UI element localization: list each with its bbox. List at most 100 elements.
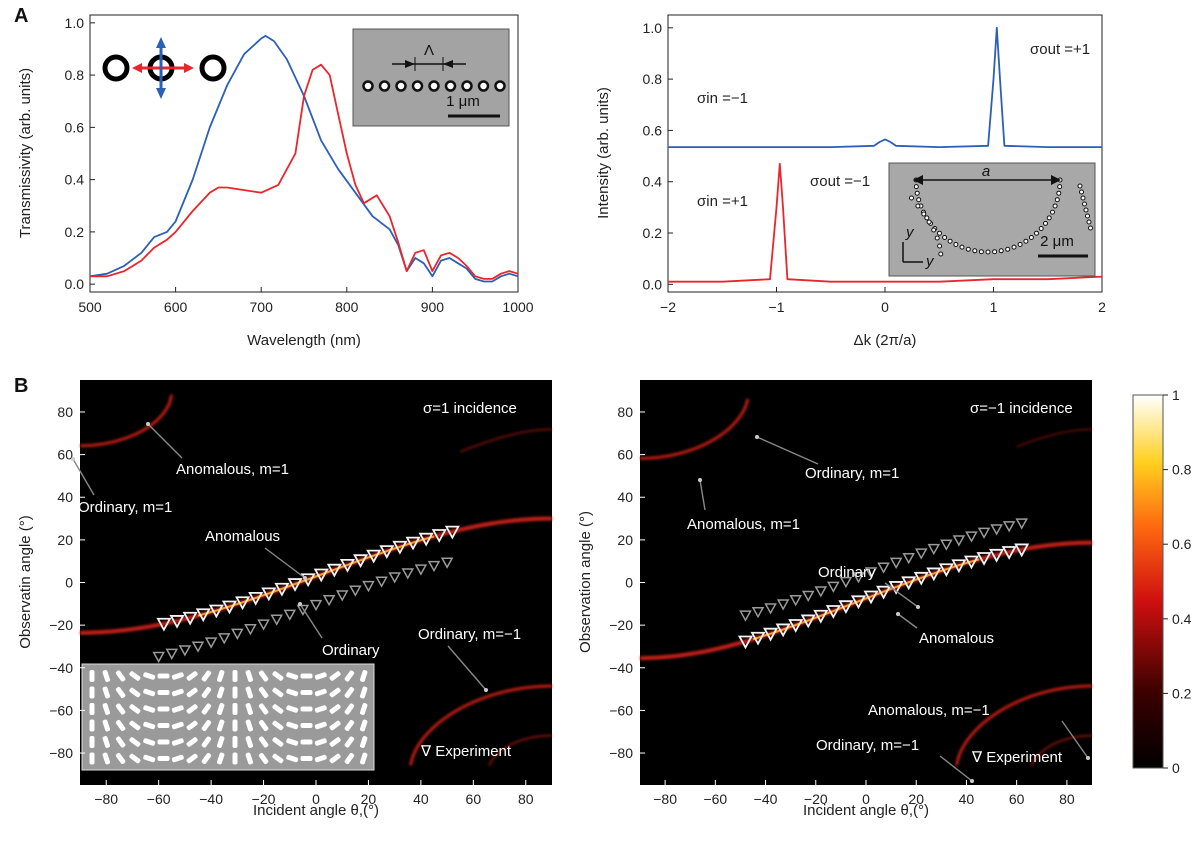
nanobar: [314, 754, 327, 763]
nanobar: [272, 720, 284, 731]
sem-dot: [1038, 226, 1044, 231]
sem-dot: [1088, 225, 1093, 231]
experiment-marker-ordinary: [375, 576, 388, 588]
experiment-marker-ordinary: [914, 548, 928, 560]
colorbar: 0 0.2 0.4 0.6 0.8 1: [1132, 387, 1192, 776]
polarization-icon: [102, 37, 227, 99]
leader-arrow: [299, 603, 323, 639]
experiment-marker-anomalous: [976, 552, 992, 566]
colorbar-tick-label: 0: [1172, 760, 1180, 776]
nanobar: [314, 721, 327, 730]
nanobar: [286, 672, 299, 680]
nanobar: [344, 670, 355, 682]
nanobar: [329, 720, 341, 731]
experiment-marker-ordinary: [335, 590, 349, 602]
nanobar: [171, 754, 184, 763]
series-line-blue: [668, 26, 1102, 148]
sem-dot: [953, 242, 959, 247]
leader-arrow: [447, 645, 487, 691]
sigma-in-top: σin =−1: [697, 90, 748, 107]
leader-arrow-head: [71, 457, 75, 461]
experiment-marker-ordinary: [902, 552, 915, 565]
nanobar: [359, 736, 368, 748]
experiment-marker-anomalous: [261, 587, 277, 602]
sem-dot: [937, 230, 942, 236]
series-line-red: [668, 162, 1103, 283]
experiment-marker-anomalous: [418, 532, 434, 547]
sigma-in-bottom: σin =+1: [697, 193, 748, 210]
region-label: Ordinary, m=1: [805, 465, 899, 482]
nanobar: [143, 672, 156, 680]
nanobar: [216, 686, 225, 699]
diffraction-arc: [1016, 428, 1093, 448]
sem-inset-metasurface: [81, 663, 375, 771]
experiment-marker-ordinary: [739, 610, 752, 622]
leader-arrow-head: [755, 435, 759, 439]
sem-dot: [1050, 209, 1055, 215]
experiment-marker-anomalous: [366, 549, 382, 564]
x-axis-label: Wavelength (nm): [247, 332, 361, 349]
panel-label-b: B: [14, 375, 28, 397]
y-tick-label: 20: [617, 532, 633, 548]
y-tick-label: 40: [57, 489, 73, 505]
x-tick-label: 20: [361, 791, 377, 807]
sem-dot: [914, 190, 920, 196]
experiment-marker-ordinary: [165, 648, 179, 660]
axis-y-vertical: y: [905, 224, 915, 241]
nanobar: [157, 706, 170, 712]
nanobar: [300, 756, 313, 761]
x-tick-label: −60: [147, 791, 171, 807]
y-tick-label: −80: [609, 745, 633, 761]
sem-dot: [972, 248, 978, 254]
experiment-marker-ordinary: [152, 651, 165, 664]
nanobar: [300, 673, 313, 679]
experiment-marker-ordinary: [814, 586, 828, 598]
experiment-marker-anomalous: [913, 571, 929, 586]
leader-arrow: [756, 436, 819, 465]
series-line-red: [90, 63, 519, 280]
y-tick-label: 0: [625, 575, 633, 591]
nanobar: [171, 705, 184, 713]
nanobar: [171, 688, 184, 697]
sem-dot: [1054, 197, 1060, 203]
y-axis-label: Observation angle (°): [577, 511, 594, 653]
nanobar: [359, 752, 368, 765]
plot-frame: [89, 14, 519, 293]
y-tick-label: 0: [65, 575, 73, 591]
nanobar: [329, 753, 341, 764]
diffraction-arc: [954, 684, 1092, 766]
experiment-marker-anomalous: [169, 615, 185, 629]
nanobar: [216, 752, 225, 765]
nanobar: [245, 736, 254, 748]
experiment-marker-ordinary: [296, 604, 310, 617]
experiment-marker-ordinary: [231, 628, 244, 640]
leader-arrow: [939, 755, 973, 782]
nanobar: [89, 752, 95, 765]
experiment-marker-ordinary: [751, 606, 765, 619]
experiment-marker-ordinary: [270, 614, 283, 626]
x-tick-label: −40: [754, 791, 778, 807]
diffraction-arc: [408, 684, 552, 766]
experiment-marker-anomalous: [788, 619, 804, 633]
colorbar-tick-label: 0.2: [1172, 685, 1192, 701]
nanobar: [272, 671, 284, 681]
experiment-marker-anomalous: [775, 623, 791, 638]
sem-dot: [924, 215, 930, 221]
nanobar: [272, 737, 284, 747]
experiment-marker-ordinary: [401, 568, 415, 580]
nanobar: [157, 756, 170, 761]
sem-hole: [494, 80, 506, 92]
nanobar: [359, 703, 368, 715]
region-label: Ordinary, m=1: [78, 499, 172, 516]
nanobar: [157, 673, 170, 679]
y-tick-label: 60: [57, 447, 73, 463]
nanobar: [115, 670, 126, 682]
nanobar: [258, 719, 269, 732]
nanobar: [232, 670, 238, 682]
nanobar: [102, 686, 111, 699]
nanobar: [102, 719, 111, 732]
colorbar-tick-label: 1: [1172, 387, 1180, 403]
experiment-marker-anomalous: [825, 605, 841, 619]
nanobar: [216, 670, 225, 682]
